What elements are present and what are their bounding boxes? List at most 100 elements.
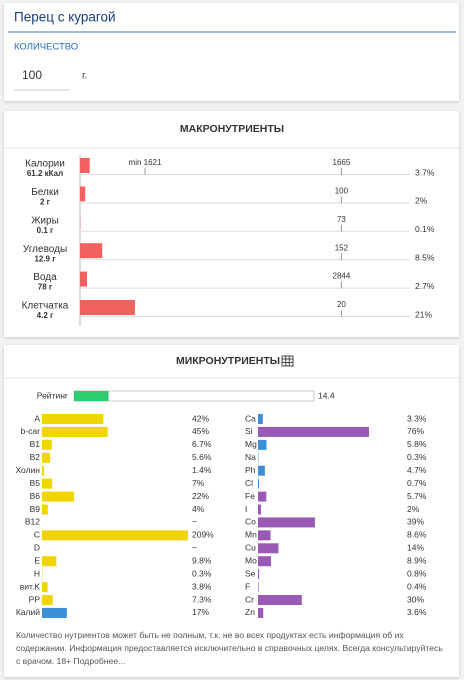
micro-percent: 0.3% bbox=[407, 452, 427, 462]
micro-percent: 30% bbox=[407, 594, 424, 604]
nutrient-name: Вода bbox=[33, 272, 57, 283]
micro-name: C bbox=[34, 530, 40, 540]
micro-bar bbox=[258, 491, 267, 502]
micro-bar bbox=[258, 439, 267, 450]
micro-percent: 9.8% bbox=[192, 555, 212, 565]
micro-name: Ca bbox=[245, 413, 256, 423]
micro-bar bbox=[42, 465, 45, 476]
percent-label: 2.7% bbox=[415, 281, 435, 291]
rating-label: Рейтинг bbox=[37, 390, 68, 400]
percent-label: 21% bbox=[415, 309, 432, 319]
micro-percent: 4.7% bbox=[407, 465, 427, 475]
micro-bar bbox=[258, 595, 302, 606]
more-link[interactable]: Подробнее... bbox=[73, 656, 126, 666]
macro-bar bbox=[80, 300, 135, 315]
micro-name: B1 bbox=[30, 439, 41, 449]
micro-percent: 7.3% bbox=[192, 594, 212, 604]
rating-frame bbox=[73, 390, 315, 402]
micro-percent: 3.3% bbox=[407, 413, 427, 423]
percent-label: 0.1% bbox=[415, 224, 435, 234]
nutrient-amount: 78 г bbox=[38, 283, 53, 292]
column-bars bbox=[42, 414, 188, 618]
micro-title: МИКРОНУТРИЕНТЫ bbox=[176, 355, 280, 367]
micro-name: B6 bbox=[30, 491, 41, 501]
micro-percent: 22% bbox=[192, 491, 209, 501]
micro-name: Mn bbox=[245, 530, 257, 540]
micro-name: Co bbox=[245, 517, 256, 527]
micro-bar bbox=[42, 414, 104, 424]
norm-label: 100 bbox=[335, 187, 349, 196]
micro-name: b-car bbox=[21, 426, 41, 436]
norm-label: 152 bbox=[335, 243, 349, 252]
micro-bar bbox=[258, 582, 259, 593]
micro-percent: 45% bbox=[192, 426, 209, 436]
micro-percent: 76% bbox=[407, 426, 424, 436]
micro-percent: 39% bbox=[407, 517, 424, 527]
column-bars bbox=[258, 414, 369, 618]
macro-bar bbox=[80, 158, 90, 173]
micro-bar bbox=[258, 504, 261, 515]
micro-percent: 17% bbox=[192, 607, 209, 617]
micro-name: B12 bbox=[25, 517, 40, 527]
quantity-label: КОЛИЧЕСТВО bbox=[14, 42, 78, 53]
micro-name: Ph bbox=[245, 465, 256, 475]
nutrient-amount: 0.1 г bbox=[37, 226, 54, 235]
micro-name: A bbox=[34, 413, 40, 423]
micro-percent: 42% bbox=[192, 413, 209, 423]
micro-name: F bbox=[245, 581, 250, 591]
micro-name: H bbox=[34, 568, 40, 578]
micro-bar bbox=[42, 556, 57, 567]
micro-name: B9 bbox=[30, 504, 41, 514]
micro-bar bbox=[42, 582, 48, 593]
micro-bar bbox=[258, 465, 265, 476]
micro-bar bbox=[42, 478, 53, 489]
nutrient-name: Калории bbox=[25, 159, 65, 170]
micro-name: Se bbox=[245, 568, 256, 578]
micro-bar bbox=[42, 530, 188, 541]
micro-bar bbox=[258, 530, 271, 541]
norm-label: 20 bbox=[337, 300, 346, 309]
min-label: min 1621 bbox=[129, 158, 162, 167]
micro-percent: 0.8% bbox=[407, 568, 427, 578]
quantity-input[interactable]: 100 bbox=[22, 68, 42, 82]
macro-bar bbox=[80, 186, 86, 202]
micro-bar bbox=[42, 439, 52, 450]
product-card bbox=[4, 3, 459, 101]
micro-bar bbox=[42, 595, 53, 606]
micro-percent: 6.7% bbox=[192, 439, 212, 449]
product-title: Перец с курагой bbox=[14, 10, 116, 25]
nutrient-name: Жиры bbox=[31, 215, 59, 226]
micro-bar bbox=[258, 569, 260, 580]
micro-percent: 3.8% bbox=[192, 581, 212, 591]
micro-name: Mo bbox=[245, 555, 257, 565]
table-icon[interactable] bbox=[281, 355, 294, 367]
micro-bar bbox=[42, 491, 75, 502]
micro-name: Калий bbox=[16, 607, 40, 617]
micro-bar bbox=[258, 517, 315, 528]
rating-bar bbox=[74, 391, 109, 401]
nutrient-name: Клетчатка bbox=[22, 301, 69, 312]
micro-percent: 4% bbox=[192, 504, 205, 514]
micro-percent: ~ bbox=[192, 543, 197, 553]
micro-name: I bbox=[245, 504, 247, 514]
micro-name: Fe bbox=[245, 491, 255, 501]
nutrient-name: Углеводы bbox=[23, 244, 67, 255]
macro-bar bbox=[80, 271, 88, 287]
micro-percent: ~ bbox=[192, 517, 197, 527]
micro-bar bbox=[258, 478, 260, 489]
micro-percent: 5.6% bbox=[192, 452, 212, 462]
micro-percent: 0.4% bbox=[407, 581, 427, 591]
micro-name: E bbox=[34, 555, 40, 565]
micro-name: Na bbox=[245, 452, 256, 462]
micro-bar bbox=[42, 452, 51, 463]
micro-percent: 14% bbox=[407, 543, 424, 553]
nutrient-amount: 2 г bbox=[40, 198, 51, 207]
micro-bar bbox=[42, 504, 48, 515]
norm-label: 2844 bbox=[333, 272, 351, 281]
percent-label: 8.5% bbox=[415, 252, 435, 262]
micro-name: Mg bbox=[245, 439, 257, 449]
micro-name: B2 bbox=[30, 452, 41, 462]
micro-percent: 3.6% bbox=[407, 607, 427, 617]
macro-bar bbox=[80, 243, 103, 259]
